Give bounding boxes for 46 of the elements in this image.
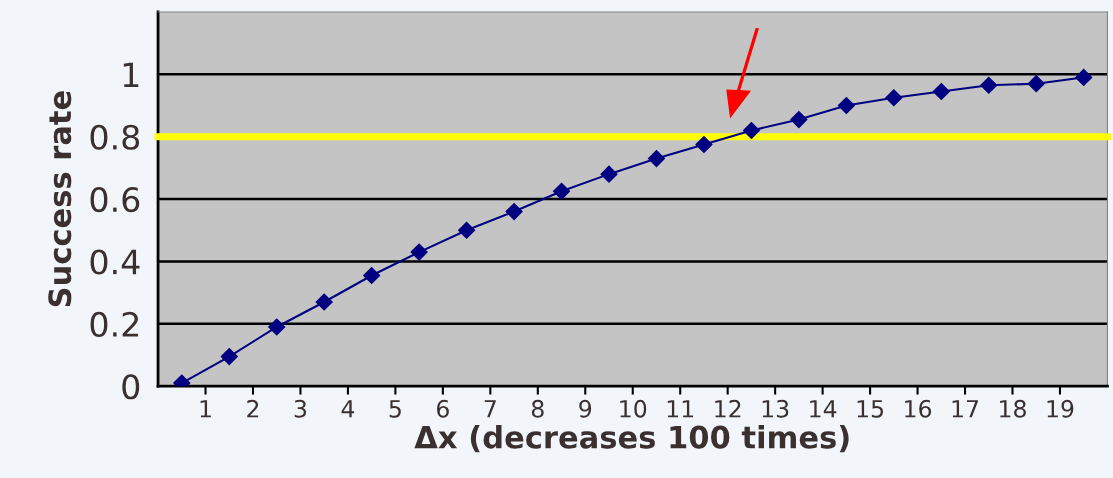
point xyxy=(315,293,333,311)
point xyxy=(363,266,381,285)
x-tick-label: 18 xyxy=(1000,399,1026,418)
y-tick-label: 1 xyxy=(123,62,139,87)
x-tick-label: 2 xyxy=(247,399,259,418)
x-tick-label: 1 xyxy=(200,400,211,418)
point xyxy=(885,89,903,107)
point xyxy=(695,135,713,154)
point xyxy=(742,121,760,140)
x-tick-label: 10 xyxy=(620,399,647,418)
point xyxy=(647,149,666,168)
point xyxy=(410,243,428,261)
y-tick-label: 0 xyxy=(122,374,140,400)
point xyxy=(600,165,618,183)
y-axis-title: Success rate xyxy=(48,91,72,307)
x-tick-label: 3 xyxy=(294,399,307,418)
x-tick-label: 14 xyxy=(810,400,837,418)
x-tick-label: 7 xyxy=(484,400,496,418)
x-tick-label: 16 xyxy=(905,399,932,418)
y-tick-label: 0.4 xyxy=(90,249,140,275)
point xyxy=(458,221,476,239)
x-tick-label: 4 xyxy=(341,400,355,418)
x-tick-label: 9 xyxy=(579,399,592,418)
x-tick-label: 12 xyxy=(715,399,741,418)
point xyxy=(837,96,855,115)
y-tick-label: 0.6 xyxy=(90,187,140,213)
x-tick-label: 6 xyxy=(437,399,449,418)
y-tick-label: 0.8 xyxy=(90,124,140,150)
y-tick-label: 0.2 xyxy=(90,311,139,337)
point xyxy=(1027,75,1045,93)
x-tick-label: 13 xyxy=(762,399,789,418)
point xyxy=(505,203,523,221)
point xyxy=(552,182,571,200)
x-tick-label: 5 xyxy=(389,400,401,418)
x-axis-title: Δx (decreases 100 times) xyxy=(414,425,849,453)
point xyxy=(220,348,238,366)
x-tick-label: 8 xyxy=(531,399,544,418)
point xyxy=(1075,68,1093,86)
point xyxy=(932,82,950,101)
x-tick-label: 17 xyxy=(952,400,979,418)
x-tick-label: 11 xyxy=(667,400,694,418)
point xyxy=(980,76,998,94)
point xyxy=(790,111,808,129)
x-tick-label: 15 xyxy=(857,400,884,418)
point xyxy=(268,318,286,336)
x-tick-label: 19 xyxy=(1047,399,1074,418)
